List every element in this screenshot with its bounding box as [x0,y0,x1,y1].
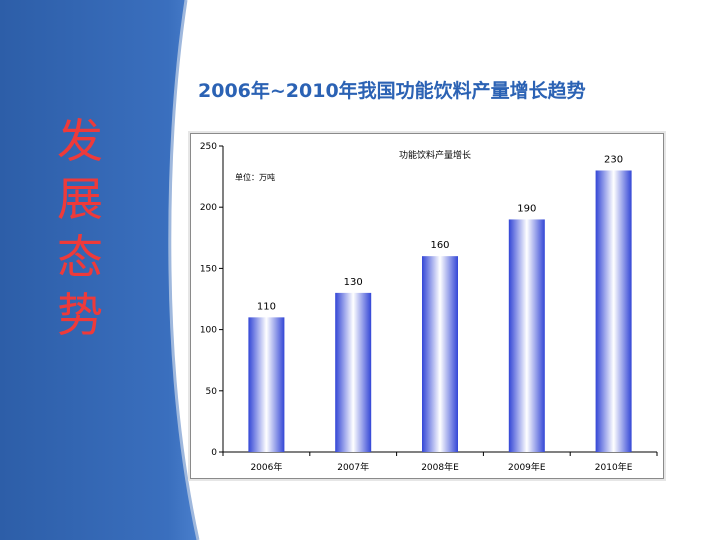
y-tick-label: 0 [211,448,217,458]
side-title-char: 发 [57,114,103,168]
bar [508,219,545,452]
bar [248,317,285,452]
x-tick-label: 2006年 [250,461,282,473]
bar-value-label: 190 [517,203,536,214]
side-panel-shape [0,0,198,540]
bar-value-label: 110 [257,301,276,312]
slide-title: 2006年~2010年我国功能饮料产量增长趋势 [198,80,586,102]
side-title-char: 态 [57,230,103,284]
bar [422,256,458,452]
side-panel-highlight [168,0,200,540]
y-tick-label: 100 [200,326,217,336]
y-tick-label: 250 [200,142,217,152]
bar-chart: 功能饮料产量增长 单位：万吨 0 50 100 150 200 250 2006年 2007年… [200,142,658,473]
side-title-char: 势 [57,288,103,342]
bar [595,170,632,453]
x-tick-label: 2008年E [421,461,459,473]
y-tick-label: 50 [206,387,218,397]
x-tick-label: 2010年E [595,461,633,473]
bar [335,292,372,452]
bar-value-label: 130 [344,277,363,288]
y-tick-label: 150 [200,264,217,274]
bar-value-label: 160 [430,240,449,251]
chart-frame: 功能饮料产量增长 单位：万吨 0 50 100 150 200 250 2006年 2007年… [190,133,664,479]
side-title-char: 展 [57,172,103,226]
x-tick-label: 2007年 [337,461,369,473]
chart-title: 功能饮料产量增长 [399,149,471,161]
side-panel-background [0,0,200,540]
unit-label: 单位：万吨 [235,172,275,182]
side-title: 发 展 态 势 [48,112,112,344]
y-tick-label: 200 [200,203,217,213]
bar-value-label: 230 [604,154,623,165]
x-tick-label: 2009年E [508,461,546,473]
